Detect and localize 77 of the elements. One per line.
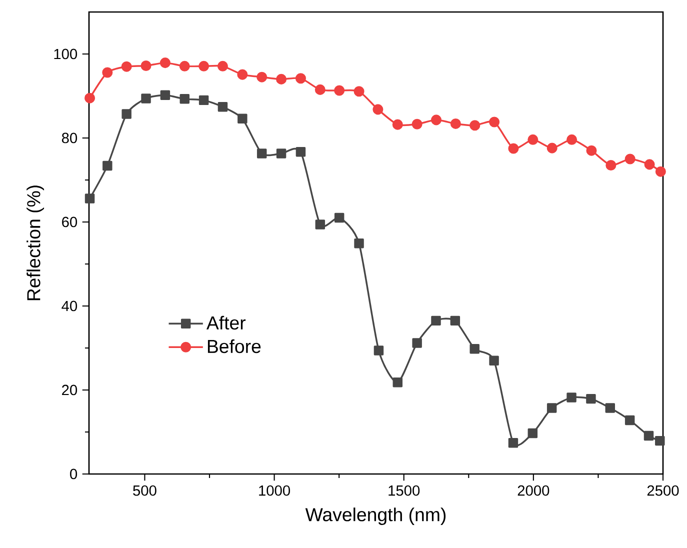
legend-label: After <box>206 316 246 330</box>
point <box>334 85 345 96</box>
x-tick-label: 2000 <box>518 485 550 496</box>
point <box>412 118 422 130</box>
point <box>354 238 364 248</box>
point <box>334 212 344 223</box>
legend-label: Before <box>208 339 261 354</box>
y-tick-label: 40 <box>62 300 78 312</box>
point <box>121 61 132 72</box>
point <box>217 60 228 72</box>
point <box>586 394 596 404</box>
y-tick-label: 60 <box>62 216 78 228</box>
x-tick-label: 1500 <box>388 485 420 496</box>
point <box>470 344 480 354</box>
point <box>546 403 557 413</box>
x-tick-label: 1000 <box>259 485 290 496</box>
point <box>256 72 268 82</box>
point <box>237 69 248 80</box>
point <box>102 160 112 171</box>
point <box>354 86 364 97</box>
point <box>84 92 96 104</box>
point <box>489 356 499 366</box>
point <box>238 114 248 124</box>
y-tick-label: 20 <box>62 384 78 396</box>
point <box>528 134 538 145</box>
y-tick-label: 100 <box>54 48 78 60</box>
point <box>296 146 306 157</box>
point <box>586 145 597 156</box>
point <box>450 118 461 129</box>
point <box>180 94 190 104</box>
point <box>314 84 326 95</box>
point <box>644 159 655 170</box>
point <box>276 74 287 84</box>
point <box>315 220 326 230</box>
point <box>276 148 286 158</box>
point <box>655 166 666 177</box>
point <box>624 415 635 426</box>
point <box>644 430 654 441</box>
point <box>372 104 384 115</box>
y-axis-title: Reflection (%) <box>26 186 44 300</box>
point <box>102 67 113 78</box>
point <box>160 58 170 68</box>
point <box>655 436 665 446</box>
point <box>430 114 442 126</box>
point <box>374 346 384 356</box>
point <box>566 134 578 145</box>
point <box>412 338 422 348</box>
point <box>256 148 267 158</box>
y-tick-label: 80 <box>62 132 78 144</box>
point <box>624 154 636 164</box>
point <box>295 73 306 84</box>
point <box>218 102 228 112</box>
point <box>470 120 480 131</box>
point <box>392 378 403 388</box>
point <box>84 194 95 204</box>
point <box>140 60 152 72</box>
point <box>528 428 538 438</box>
point <box>489 116 500 128</box>
point <box>198 95 209 106</box>
point <box>546 142 558 154</box>
point <box>450 316 460 326</box>
point <box>508 143 519 154</box>
point <box>198 60 210 72</box>
point <box>431 316 441 326</box>
point <box>508 438 518 448</box>
y-tick-label: 0 <box>70 468 78 480</box>
point <box>566 392 576 402</box>
point <box>605 403 616 413</box>
point <box>392 119 403 130</box>
x-tick-label: 2500 <box>647 485 679 496</box>
point <box>141 94 151 104</box>
point <box>122 109 132 119</box>
point <box>179 60 190 72</box>
point <box>160 90 170 100</box>
x-axis-title: Wavelength (nm) <box>305 508 446 525</box>
x-tick-label: 500 <box>133 485 156 496</box>
point <box>606 160 616 171</box>
